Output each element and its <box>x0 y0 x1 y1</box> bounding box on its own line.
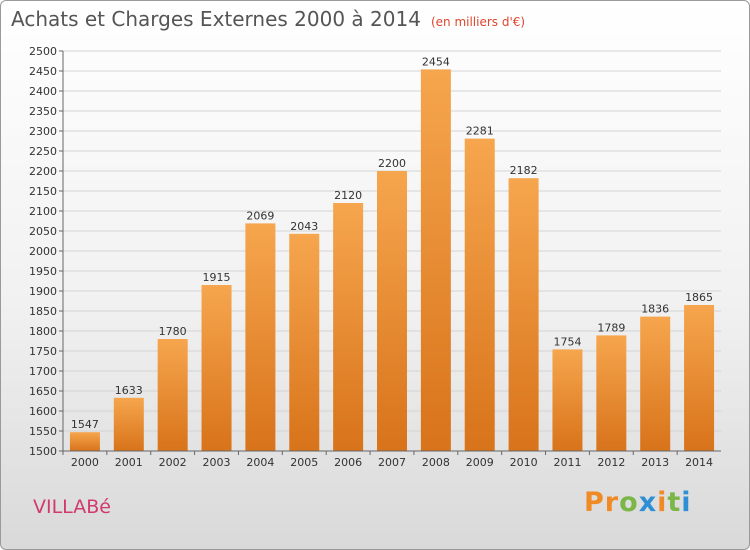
bar-2004 <box>245 223 276 451</box>
proxiti-logo[interactable]: Proxiti <box>584 487 692 518</box>
y-tick-label: 2050 <box>29 225 57 238</box>
data-label-2006: 2120 <box>334 189 362 202</box>
logo-letter: i <box>657 487 668 518</box>
y-tick-label: 2350 <box>29 105 57 118</box>
x-tick-label: 2010 <box>510 456 538 469</box>
y-tick-label: 1650 <box>29 385 57 398</box>
data-label-2009: 2281 <box>466 125 494 138</box>
data-label-2003: 1915 <box>203 271 231 284</box>
data-label-2002: 1780 <box>159 325 187 338</box>
data-label-2012: 1789 <box>597 321 625 334</box>
y-tick-label: 1800 <box>29 325 57 338</box>
y-tick-label: 2150 <box>29 185 57 198</box>
x-axis-ticks: 2000 2001 2002 2003 2004 2005 2006 2007 2008 2009… <box>62 451 713 469</box>
bar-2012 <box>596 335 627 451</box>
y-tick-label: 1700 <box>29 365 57 378</box>
data-label-2001: 1633 <box>115 384 143 397</box>
logo-letter: o <box>619 487 639 518</box>
data-label-2004: 2069 <box>246 209 274 222</box>
bar-2007 <box>377 171 407 451</box>
y-tick-label: 1750 <box>29 345 57 358</box>
x-tick-label: 2006 <box>334 456 362 469</box>
data-label-2000: 1547 <box>71 418 99 431</box>
y-axis-ticks: 1500 1550 1600 1650 1700 1750 1800 1850 1900 1950… <box>29 45 63 458</box>
bar-2002 <box>157 339 188 451</box>
y-tick-label: 1850 <box>29 305 57 318</box>
data-label-2007: 2200 <box>378 157 406 170</box>
x-tick-label: 2011 <box>553 456 581 469</box>
x-tick-label: 2005 <box>290 456 318 469</box>
x-tick-label: 2009 <box>466 456 494 469</box>
bar-2009 <box>464 138 495 451</box>
logo-letter: x <box>638 487 658 518</box>
chart-title-text: Achats et Charges Externes 2000 à 2014 <box>11 7 421 31</box>
chart-title: Achats et Charges Externes 2000 à 2014 (e… <box>11 7 525 31</box>
chart-unit-label: (en milliers d'€) <box>430 15 526 29</box>
x-tick-label: 2004 <box>246 456 274 469</box>
x-tick-label: 2007 <box>378 456 406 469</box>
y-tick-label: 2250 <box>29 145 57 158</box>
x-tick-label: 2008 <box>422 456 450 469</box>
data-label-2011: 1754 <box>553 335 581 348</box>
bar-2006 <box>333 203 364 451</box>
data-labels: 1547 1633 1780 1915 2069 2043 2120 2200 2454 2281… <box>71 55 713 431</box>
x-tick-label: 2014 <box>685 456 713 469</box>
y-tick-label: 2300 <box>29 125 57 138</box>
y-tick-label: 2450 <box>29 65 57 78</box>
bar-2013 <box>640 316 671 451</box>
x-tick-label: 2012 <box>597 456 625 469</box>
x-tick-label: 2013 <box>641 456 669 469</box>
y-tick-label: 2200 <box>29 165 57 178</box>
y-tick-label: 2500 <box>29 45 57 58</box>
y-tick-label: 1550 <box>29 425 57 438</box>
bar-2001 <box>113 397 144 451</box>
x-tick-label: 2001 <box>115 456 143 469</box>
data-label-2010: 2182 <box>510 164 538 177</box>
city-name: VILLABé <box>33 496 111 518</box>
x-tick-label: 2003 <box>203 456 231 469</box>
logo-letter: i <box>681 487 692 518</box>
bar-2000 <box>69 432 100 451</box>
y-tick-label: 1900 <box>29 285 57 298</box>
y-tick-label: 2100 <box>29 205 57 218</box>
bar-2005 <box>289 233 320 451</box>
logo-letter: t <box>667 487 682 518</box>
logo-letter: P <box>584 487 605 518</box>
x-tick-label: 2000 <box>71 456 99 469</box>
y-tick-label: 1950 <box>29 265 57 278</box>
x-tick-label: 2002 <box>159 456 187 469</box>
bar-2010 <box>508 178 539 451</box>
data-label-2008: 2454 <box>422 55 450 68</box>
y-tick-label: 2400 <box>29 85 57 98</box>
y-tick-label: 2000 <box>29 245 57 258</box>
bar-2011 <box>552 349 583 451</box>
data-label-2013: 1836 <box>641 303 669 316</box>
y-tick-label: 1500 <box>29 445 57 458</box>
bars <box>69 69 715 452</box>
data-label-2014: 1865 <box>685 291 713 304</box>
y-tick-label: 1600 <box>29 405 57 418</box>
logo-letter: r <box>604 487 620 518</box>
bar-2014 <box>684 305 715 451</box>
data-label-2005: 2043 <box>290 220 318 233</box>
bar-2003 <box>201 285 232 451</box>
bar-2008 <box>420 69 451 452</box>
